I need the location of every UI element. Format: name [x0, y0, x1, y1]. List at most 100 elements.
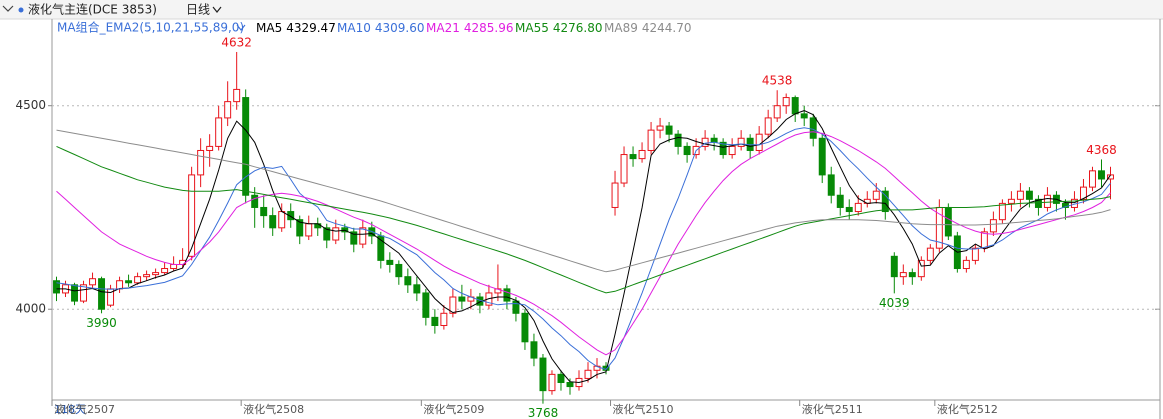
legend-name: MA89: [604, 21, 638, 35]
candle-body: [674, 133, 682, 147]
x-tick-label: 液化气2507: [54, 402, 115, 416]
candle-body: [926, 247, 934, 261]
legend-value: 4285.96: [464, 21, 514, 35]
candle-body: [287, 211, 295, 221]
candle-body: [962, 259, 970, 270]
legend-value: 4329.47: [286, 21, 336, 35]
candle-body: [971, 247, 979, 261]
candle-body: [224, 101, 232, 119]
candle-body: [1043, 194, 1051, 208]
count-label: 118天: [54, 403, 86, 416]
candle-body: [323, 227, 331, 241]
extreme-label: 4039: [879, 296, 910, 310]
candle-body: [872, 190, 880, 200]
candle-body: [503, 288, 511, 302]
candle-body: [332, 227, 340, 241]
candle-body: [530, 341, 538, 359]
candle-body: [134, 276, 142, 284]
candle-body: [53, 280, 60, 294]
candle-body: [269, 215, 277, 229]
candle-body: [539, 357, 547, 392]
candle-body: [683, 145, 691, 156]
candle-body: [314, 223, 322, 229]
candle-body: [548, 373, 556, 392]
x-tick-label: 液化气2508: [243, 402, 304, 416]
indicator-dropdown-icon[interactable]: [236, 24, 246, 31]
ma-line: [56, 110, 1111, 384]
candle-body: [980, 231, 988, 249]
candle-body: [989, 219, 997, 233]
ma-line: [56, 129, 1111, 273]
candle-body: [584, 369, 592, 379]
candle-body: [818, 137, 826, 176]
candle-body: [1089, 170, 1096, 188]
candle-body: [1098, 170, 1105, 180]
candle-body: [449, 296, 457, 314]
candle-body: [1007, 198, 1015, 204]
candle-body: [440, 312, 448, 327]
candle-body: [620, 154, 628, 184]
instrument-title[interactable]: 液化气主连(DCE 3853): [28, 2, 157, 17]
legend-value: 4276.80: [553, 21, 603, 35]
candle-body: [359, 227, 367, 245]
candle-body: [80, 284, 88, 302]
legend-name: MA10: [337, 21, 371, 35]
header-bar: [0, 0, 1163, 19]
candle-body: [665, 125, 673, 135]
candle-body: [305, 223, 313, 237]
candle-body: [422, 292, 430, 318]
extreme-label: 3768: [528, 406, 559, 419]
legend-entry: MA89 4244.70: [604, 21, 691, 35]
legend-entry: MA55 4276.80: [515, 21, 602, 35]
candle-body: [881, 190, 889, 213]
candle-body: [908, 272, 916, 278]
candle-body: [188, 174, 196, 257]
legend-entry: MA5 4329.47: [256, 21, 336, 35]
candle-body: [386, 259, 394, 265]
legend-entry: MA10 4309.60: [337, 21, 424, 35]
candle-body: [629, 154, 637, 160]
candle-body: [233, 88, 241, 103]
indicator-name[interactable]: MA组合_EMA2(5,10,21,55,89,0): [57, 20, 244, 35]
period-selector[interactable]: 日线: [186, 3, 210, 17]
candle-body: [890, 255, 898, 278]
candle-body: [773, 105, 781, 119]
candle-body: [215, 117, 223, 147]
extreme-label: 3990: [86, 316, 117, 330]
candle-body: [296, 219, 304, 237]
ma-line: [56, 127, 1111, 371]
candle-body: [917, 259, 925, 278]
candle-body: [899, 272, 907, 278]
candle-body: [1034, 198, 1042, 208]
candle-body: [89, 278, 97, 286]
candle-body: [431, 316, 439, 327]
collapse-icon[interactable]: [2, 5, 14, 12]
legend-value: 4309.60: [375, 21, 425, 35]
candle-body: [566, 381, 574, 388]
candle-body: [242, 97, 250, 196]
candle-body: [836, 194, 844, 208]
x-tick-label: 液化气2512: [937, 402, 998, 416]
legend-value: 4244.70: [642, 21, 692, 35]
x-tick-label: 液化气2509: [423, 402, 484, 416]
candle-body: [278, 211, 286, 229]
candle-body: [755, 133, 763, 151]
candle-body: [647, 129, 655, 151]
candle-body: [638, 149, 646, 160]
candle-body: [1107, 174, 1114, 180]
candle-body: [206, 145, 214, 151]
candle-body: [809, 117, 817, 139]
candle-body: [656, 125, 664, 131]
candle-body: [413, 284, 421, 294]
candle-body: [197, 149, 205, 176]
candle-body: [827, 174, 835, 196]
candle-body: [161, 268, 169, 274]
status-dot: [18, 7, 24, 13]
candle-body: [521, 312, 529, 343]
candle-body: [1079, 186, 1087, 200]
period-dropdown-icon[interactable]: [212, 6, 222, 13]
legend-name: MA55: [515, 21, 549, 35]
